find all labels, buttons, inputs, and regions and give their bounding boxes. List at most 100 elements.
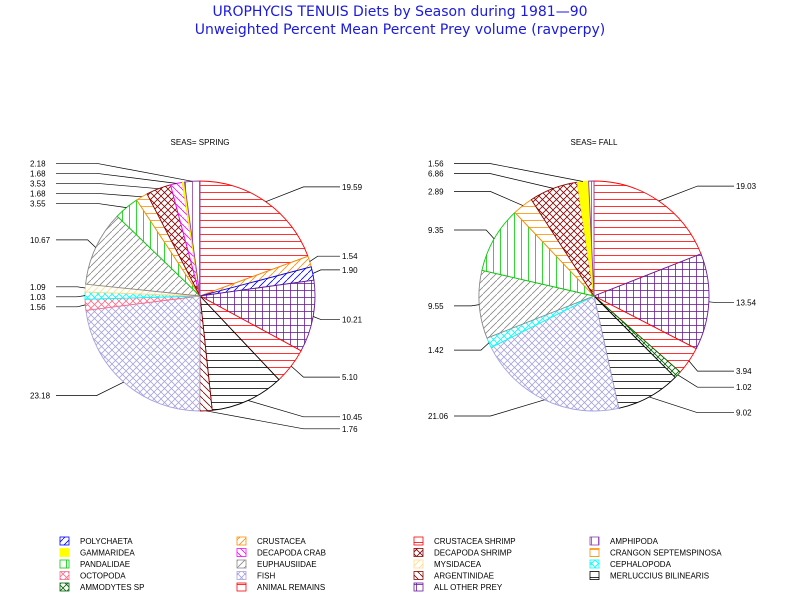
- leader-line-spring-decapoda-crab: [56, 172, 177, 184]
- pie-label-fall-cephalopoda: 1.42: [428, 346, 444, 355]
- pie-label-spring-decapoda-shrimp: 3.53: [30, 179, 46, 188]
- leader-line-spring-all-other-prey: [313, 316, 340, 321]
- legend-swatch-all-other-prey: [413, 582, 424, 592]
- legend-swatch-argentinidae: [413, 571, 424, 580]
- pie-label-spring-mysidacea: 1.09: [30, 283, 46, 292]
- pie-label-fall-pandalidae: 9.35: [428, 226, 444, 235]
- legend: POLYCHAETA CRUSTACEA CRUSTACEA SHRIMP AMPHI…: [59, 536, 722, 592]
- legend-label-fish: FISH: [257, 572, 275, 581]
- pie-label-fall-crangon-septemspinosa: 2.89: [428, 188, 444, 197]
- leader-line-spring-octopoda: [56, 304, 86, 308]
- pie-slice-spring-amphipoda: [183, 180, 201, 297]
- pie-label-spring-decapoda-crab: 1.68: [30, 169, 46, 178]
- legend-label-decapoda-crab: DECAPODA CRAB: [257, 549, 326, 558]
- pie-label-fall-animal-remains: 3.94: [736, 367, 752, 376]
- pie-label-spring-all-other-prey: 10.21: [342, 316, 363, 325]
- legend-label-all-other-prey: ALL OTHER PREY: [434, 583, 503, 592]
- pie-title-spring: SEAS= SPRING: [171, 138, 230, 147]
- pie-label-spring-octopoda: 1.56: [30, 303, 46, 312]
- legend-label-amphipoda: AMPHIPODA: [610, 537, 659, 546]
- pie-label-spring-pandalidae: 3.55: [30, 199, 46, 208]
- pie-label-fall-decapoda-shrimp: 6.86: [428, 170, 444, 179]
- pie-label-fall-ammodytes-sp: 1.02: [736, 383, 752, 392]
- pie-title-fall: SEAS= FALL: [571, 138, 618, 147]
- pie-label-fall-gammaridea: 1.56: [428, 160, 444, 169]
- legend-swatch-polychaeta: [59, 536, 70, 546]
- leader-line-fall-merluccius-bilinearis: [648, 396, 734, 414]
- leader-line-fall-crustacea-shrimp: [658, 185, 734, 202]
- pie-label-spring-cephalopoda: 1.03: [30, 293, 46, 302]
- legend-label-decapoda-shrimp: DECAPODA SHRIMP: [434, 549, 512, 558]
- pie-label-fall-all-other-prey: 13.54: [736, 299, 757, 308]
- pie-slice-fall-all-other-prey: [592, 253, 710, 350]
- legend-swatch-euphausiidae: [236, 559, 247, 569]
- pie-label-fall-crustacea-shrimp: 19.03: [736, 182, 757, 191]
- leader-line-spring-decapoda-shrimp: [56, 182, 159, 190]
- pie-slice-spring-fish: [85, 295, 201, 412]
- pie-label-fall-merluccius-bilinearis: 9.02: [736, 409, 752, 418]
- legend-label-merluccius-bilinearis: MERLUCCIUS BILINEARIS: [610, 572, 709, 581]
- pie-slice-fall-amphipoda: [588, 180, 595, 297]
- leader-line-fall-animal-remains: [688, 360, 734, 372]
- leader-line-fall-all-other-prey: [708, 301, 734, 304]
- leader-line-fall-crangon-septemspinosa: [454, 191, 524, 206]
- legend-swatch-animal-remains: [236, 582, 247, 592]
- leader-line-spring-argentinidae: [205, 410, 340, 430]
- legend-swatch-octopoda: [59, 571, 70, 580]
- leader-line-spring-cephalopoda: [56, 295, 86, 298]
- leader-line-spring-polychaeta: [312, 269, 340, 274]
- legend-label-polychaeta: POLYCHAETA: [80, 537, 133, 546]
- legend-swatch-decapoda-shrimp: [413, 548, 424, 557]
- legend-label-argentinidae: ARGENTINIDAE: [434, 572, 494, 581]
- legend-swatch-cephalopoda: [589, 559, 600, 569]
- pie-label-fall-euphausiidae: 9.55: [428, 302, 444, 311]
- legend-swatch-mysidacea: [413, 559, 424, 569]
- leader-line-fall-decapoda-shrimp: [454, 173, 554, 189]
- leader-line-spring-pandalidae: [56, 202, 127, 208]
- pie-label-spring-amphipoda: 2.18: [30, 159, 46, 168]
- pie-label-spring-crustacea-shrimp: 19.59: [342, 183, 363, 192]
- pie-label-spring-argentinidae: 1.76: [342, 425, 358, 434]
- legend-swatch-fish: [236, 571, 247, 580]
- pie-label-spring-animal-remains: 5.10: [342, 373, 358, 382]
- legend-label-octopoda: OCTOPODA: [80, 572, 126, 581]
- pie-chart-spring: SEAS= SPRING 19.59 1.54 1.90 10.21 5.10 10.45 1…: [30, 138, 363, 434]
- leader-line-fall-ammodytes-sp: [677, 374, 734, 388]
- legend-swatch-crangon-septemspinosa: [589, 548, 600, 557]
- legend-swatch-crustacea-shrimp: [413, 536, 424, 546]
- leader-line-fall-gammaridea: [454, 163, 584, 182]
- leader-line-spring-amphipoda: [56, 162, 193, 182]
- leader-line-spring-crangon-septemspinosa: [56, 192, 142, 198]
- chart-subtitle: Unweighted Percent Mean Percent Prey vol…: [194, 22, 606, 38]
- pie-label-spring-polychaeta: 1.90: [342, 266, 358, 275]
- legend-label-mysidacea: MYSIDACEA: [434, 560, 482, 569]
- pie-chart-fall: SEAS= FALL 19.03 13.54 3.94 1.02 9.02 1.566.86…: [428, 138, 757, 421]
- pie-slice-spring-all-other-prey: [198, 279, 316, 352]
- leader-line-fall-cephalopoda: [454, 342, 490, 351]
- leader-line-spring-merluccius-bilinearis: [248, 400, 340, 418]
- legend-swatch-merluccius-bilinearis: [589, 571, 600, 580]
- legend-label-crustacea-shrimp: CRUSTACEA SHRIMP: [434, 537, 516, 546]
- pie-slice-spring-euphausiidae: [85, 215, 202, 297]
- legend-swatch-decapoda-crab: [236, 548, 247, 557]
- leader-line-fall-fish: [454, 399, 545, 417]
- pie-label-fall-fish: 21.06: [428, 412, 449, 421]
- leader-line-spring-crustacea-shrimp: [265, 186, 340, 203]
- chart-title: UROPHYCIS TENUIS Diets by Season during …: [212, 4, 588, 20]
- legend-label-cephalopoda: CEPHALOPODA: [610, 560, 672, 569]
- pie-slice-spring-merluccius-bilinearis: [199, 294, 280, 411]
- leader-line-spring-animal-remains: [290, 365, 340, 378]
- legend-swatch-pandalidae: [59, 559, 70, 569]
- pie-label-spring-crangon-septemspinosa: 1.68: [30, 189, 46, 198]
- legend-swatch-crustacea: [236, 536, 247, 546]
- pie-label-spring-crustacea: 1.54: [342, 252, 358, 261]
- leader-line-spring-euphausiidae: [56, 239, 96, 248]
- leader-line-spring-mysidacea: [56, 286, 86, 289]
- legend-label-gammaridea: GAMMARIDEA: [80, 549, 135, 558]
- leader-line-spring-fish: [56, 381, 124, 396]
- pie-label-spring-fish: 23.18: [30, 392, 51, 401]
- pie-label-spring-merluccius-bilinearis: 10.45: [342, 413, 363, 422]
- legend-label-pandalidae: PANDALIDAE: [80, 560, 130, 569]
- leader-line-spring-crustacea: [309, 255, 340, 262]
